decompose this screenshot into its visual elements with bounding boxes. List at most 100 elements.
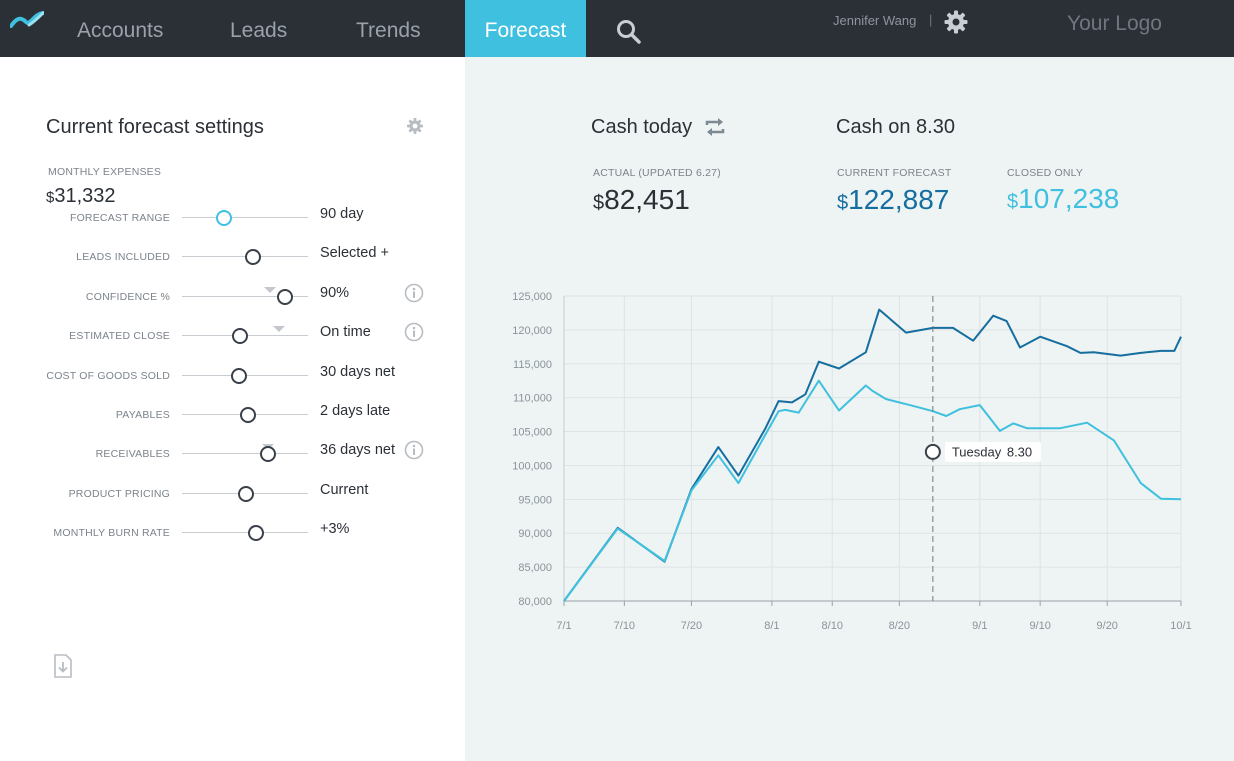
x-tick-label: 7/20 xyxy=(681,620,702,632)
setting-label: RECEIVABLES xyxy=(95,448,170,461)
setting-row: COST OF GOODS SOLD 30 days net xyxy=(0,364,465,400)
currency-symbol: $ xyxy=(46,189,55,206)
setting-label: CONFIDENCE % xyxy=(85,290,170,303)
setting-value: 36 days net xyxy=(320,442,395,459)
slider-handle[interactable] xyxy=(239,407,256,423)
top-nav-bar: Accounts Leads Trends Forecast Jennifer … xyxy=(0,0,1234,57)
setting-value: 2 days late xyxy=(320,403,391,419)
y-tick-label: 125,000 xyxy=(512,291,552,303)
setting-value: +3% xyxy=(320,521,350,538)
slider-handle[interactable] xyxy=(277,288,294,305)
x-tick-label: 7/1 xyxy=(556,620,571,632)
download-icon[interactable] xyxy=(53,654,73,678)
setting-value: Current xyxy=(320,481,369,498)
setting-label: PRODUCT PRICING xyxy=(68,487,170,500)
y-tick-label: 110,000 xyxy=(513,393,552,405)
slider-handle[interactable] xyxy=(230,367,247,384)
current-forecast-label: CURRENT FORECAST xyxy=(837,167,952,179)
slider-handle[interactable] xyxy=(215,210,232,226)
monthly-expenses-value: $31,332 xyxy=(46,185,116,208)
slider-handle[interactable] xyxy=(248,525,265,542)
setting-row: ESTIMATED CLOSE On time xyxy=(0,322,465,360)
forecast-settings-panel: Current forecast settings MONTHLY EXPENS… xyxy=(0,57,465,761)
cash-today-label: ACTUAL (UPDATED 6.27) xyxy=(593,167,721,179)
setting-value: Selected + xyxy=(320,245,389,262)
slider-handle[interactable] xyxy=(259,446,276,463)
y-tick-label: 120,000 xyxy=(512,325,552,337)
x-tick-label: 9/1 xyxy=(972,620,987,632)
series-line-forecast[interactable] xyxy=(563,308,1182,602)
info-icon[interactable] xyxy=(404,283,424,303)
setting-label: COST OF GOODS SOLD xyxy=(46,369,170,382)
slider-track[interactable] xyxy=(182,453,308,455)
setting-value: 90% xyxy=(320,284,350,301)
setting-row: PAYABLES 2 days late xyxy=(0,403,465,439)
gear-icon[interactable] xyxy=(943,9,969,35)
settings-gear-icon[interactable] xyxy=(406,117,424,135)
user-name[interactable]: Jennifer Wang xyxy=(833,13,917,28)
nav-separator: | xyxy=(929,12,933,27)
slider-track[interactable] xyxy=(182,295,308,297)
slider-track[interactable] xyxy=(182,532,308,534)
y-tick-label: 95,000 xyxy=(518,494,552,506)
x-tick-label: 10/1 xyxy=(1170,620,1191,632)
series-line-closed[interactable] xyxy=(563,379,1182,602)
current-forecast-amount: 122,887 xyxy=(848,184,950,215)
info-icon[interactable] xyxy=(404,322,424,342)
current-forecast-value: $122,887 xyxy=(837,184,949,216)
sync-icon[interactable] xyxy=(703,116,727,138)
currency-symbol: $ xyxy=(837,192,849,214)
x-tick-label: 8/20 xyxy=(889,620,910,632)
setting-value: 30 days net xyxy=(320,363,395,380)
slider-handle[interactable] xyxy=(238,485,255,502)
date-marker-label-bg xyxy=(944,441,1041,462)
y-tick-label: 100,000 xyxy=(512,460,552,472)
setting-value: 90 day xyxy=(320,206,364,222)
nav-tab-forecast[interactable]: Forecast xyxy=(465,0,586,57)
y-tick-label: 105,000 xyxy=(512,427,552,439)
setting-label: MONTHLY BURN RATE xyxy=(53,527,170,540)
setting-row: PRODUCT PRICING Current xyxy=(0,482,465,518)
slider-default-marker xyxy=(273,326,286,333)
date-marker-date: 8.30 xyxy=(1007,444,1032,459)
nav-tab-leads[interactable]: Leads xyxy=(230,19,288,42)
x-tick-label: 9/20 xyxy=(1097,620,1118,632)
app-logo-mark[interactable] xyxy=(10,10,44,28)
setting-label: PAYABLES xyxy=(115,409,170,421)
setting-value: On time xyxy=(320,324,371,341)
x-tick-label: 9/10 xyxy=(1029,620,1050,632)
setting-row: FORECAST RANGE 90 day xyxy=(0,206,465,242)
expenses-amount: 31,332 xyxy=(54,185,116,207)
brand-logo-text: Your Logo xyxy=(1067,12,1162,35)
slider-handle[interactable] xyxy=(231,328,248,345)
cash-on-date-title: Cash on 8.30 xyxy=(836,116,955,138)
nav-tab-accounts[interactable]: Accounts xyxy=(77,19,164,42)
setting-row: LEADS INCLUDED Selected + xyxy=(0,245,465,281)
setting-label: ESTIMATED CLOSE xyxy=(69,330,170,343)
x-tick-label: 7/10 xyxy=(614,620,635,632)
cash-today-value: $82,451 xyxy=(593,184,690,216)
date-marker-day: Tuesday xyxy=(952,444,1002,459)
cash-today-title: Cash today xyxy=(591,116,693,138)
currency-symbol: $ xyxy=(593,192,605,214)
info-icon[interactable] xyxy=(404,440,424,460)
setting-label: FORECAST RANGE xyxy=(69,212,170,224)
cash-forecast-panel xyxy=(465,57,1234,761)
closed-only-label: CLOSED ONLY xyxy=(1007,167,1084,179)
panel-title: Current forecast settings xyxy=(46,116,264,138)
cash-today-amount: 82,451 xyxy=(604,184,690,215)
setting-row: MONTHLY BURN RATE +3% xyxy=(0,521,465,557)
y-tick-label: 90,000 xyxy=(518,528,552,540)
x-tick-label: 8/10 xyxy=(822,620,843,632)
closed-only-amount: 107,238 xyxy=(1018,183,1120,214)
date-marker-handle[interactable] xyxy=(924,443,941,460)
slider-default-marker xyxy=(264,286,277,293)
search-icon[interactable] xyxy=(614,17,644,47)
slider-track[interactable] xyxy=(182,217,308,218)
y-tick-label: 80,000 xyxy=(518,596,552,608)
nav-tab-trends[interactable]: Trends xyxy=(356,19,421,42)
y-tick-label: 85,000 xyxy=(518,562,552,574)
slider-handle[interactable] xyxy=(244,249,261,266)
monthly-expenses-label: MONTHLY EXPENSES xyxy=(48,166,162,178)
